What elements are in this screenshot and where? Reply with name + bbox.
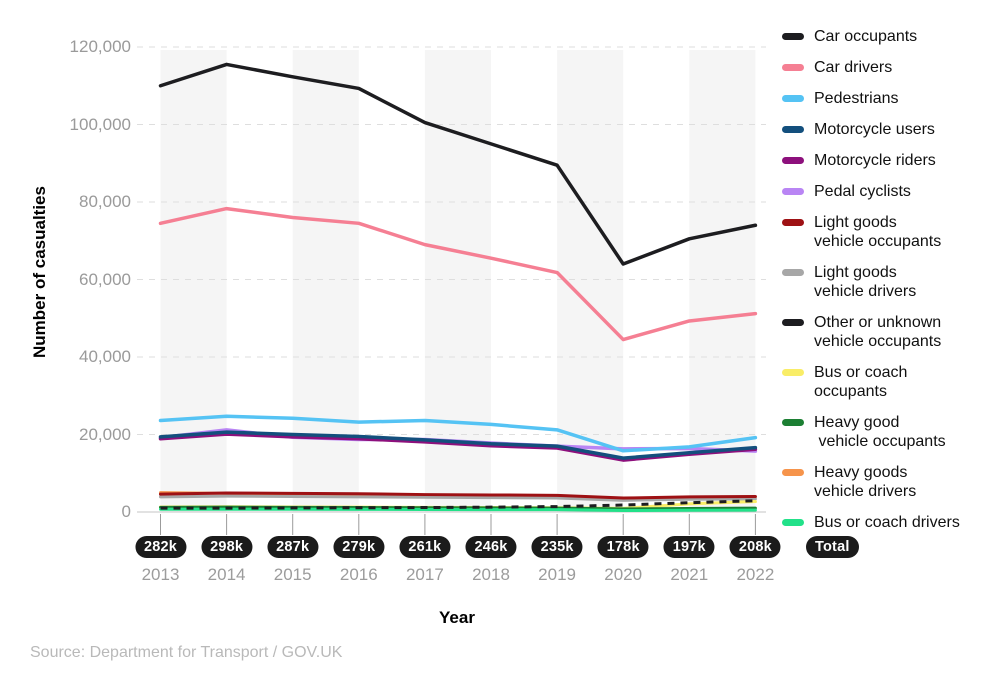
legend-swatch bbox=[782, 369, 804, 376]
legend-item-heavy-good-vehicle-occupants[interactable]: Heavy good vehicle occupants bbox=[782, 413, 998, 451]
legend-item-label: Car occupants bbox=[814, 28, 918, 45]
total-badge-2014: 298k bbox=[201, 536, 253, 558]
legend-swatch bbox=[782, 188, 804, 195]
legend-item-heavy-goods-vehicle-drivers[interactable]: Heavy goods vehicle drivers bbox=[782, 463, 998, 501]
total-badge-2020: 178k bbox=[597, 536, 649, 558]
x-axis-year-label: 2020 bbox=[604, 565, 643, 584]
total-badge-2018: 246k bbox=[465, 536, 517, 558]
series-line-car-occupants[interactable] bbox=[158, 62, 758, 266]
source-caption: Source: Department for Transport / GOV.U… bbox=[30, 644, 343, 661]
legend-item-label: Motorcycle users bbox=[814, 121, 935, 138]
total-badge-2017: 261k bbox=[399, 536, 451, 558]
legend-swatch bbox=[782, 33, 804, 40]
legend-swatch bbox=[782, 126, 804, 133]
legend-item-label: Bus or coach drivers bbox=[814, 514, 960, 531]
total-badge-2021: 197k bbox=[663, 536, 715, 558]
legend-item-bus-or-coach-drivers[interactable]: Bus or coach drivers bbox=[782, 513, 998, 532]
series-line-other-or-unknown-vehicle-occupants[interactable] bbox=[160, 499, 756, 510]
total-badge-2015: 287k bbox=[267, 536, 319, 558]
y-axis-tick-label: 120,000 bbox=[69, 37, 131, 56]
legend-item-label: Bus or coach occupants bbox=[814, 364, 908, 400]
legend-item-label: Motorcycle riders bbox=[814, 152, 936, 169]
y-axis-tick-label: 100,000 bbox=[69, 114, 131, 134]
series-line-light-goods-vehicle-drivers[interactable] bbox=[159, 494, 757, 502]
legend-item-pedal-cyclists[interactable]: Pedal cyclists bbox=[782, 182, 998, 201]
total-badge-2022: 208k bbox=[729, 536, 781, 558]
legend-item-car-drivers[interactable]: Car drivers bbox=[782, 58, 998, 77]
series-line-motorcycle-users[interactable] bbox=[158, 430, 758, 460]
total-badge-2016: 279k bbox=[333, 536, 385, 558]
x-axis-year-label: 2014 bbox=[207, 565, 246, 584]
x-axis-year-label: 2013 bbox=[141, 565, 180, 584]
total-badge-2013: 282k bbox=[134, 536, 187, 558]
legend-swatch bbox=[782, 469, 804, 476]
legend-swatch bbox=[782, 269, 804, 276]
legend-item-pedestrians[interactable]: Pedestrians bbox=[782, 89, 998, 108]
y-axis-tick-label: 20,000 bbox=[79, 424, 131, 444]
legend-item-motorcycle-riders[interactable]: Motorcycle riders bbox=[782, 151, 998, 170]
legend-item-label: Car drivers bbox=[814, 59, 893, 76]
y-axis-title: Number of casualties bbox=[30, 186, 49, 358]
x-axis-year-label: 2017 bbox=[405, 565, 444, 584]
x-axis-year-label: 2016 bbox=[339, 565, 378, 584]
legend-item-label: Light goods vehicle occupants bbox=[814, 214, 942, 250]
alternating-year-band bbox=[292, 50, 359, 512]
legend-item-label: Heavy good vehicle occupants bbox=[814, 414, 946, 450]
x-axis-year-label: 2021 bbox=[670, 565, 709, 584]
x-axis-year-label: 2015 bbox=[273, 565, 312, 584]
x-axis-year-label: 2018 bbox=[472, 565, 510, 584]
legend-swatch bbox=[782, 95, 804, 102]
x-axis-year-label: 2022 bbox=[736, 565, 775, 584]
legend-item-light-goods-vehicle-drivers[interactable]: Light goods vehicle drivers bbox=[782, 263, 998, 301]
series-line-light-goods-vehicle-occupants[interactable] bbox=[159, 491, 757, 500]
alternating-year-band bbox=[160, 50, 227, 512]
series-line-bus-or-coach-drivers[interactable] bbox=[159, 507, 757, 513]
legend-item-label: Heavy goods vehicle drivers bbox=[814, 464, 917, 500]
alternating-year-band bbox=[689, 50, 756, 512]
y-axis-tick-label: 60,000 bbox=[79, 269, 131, 289]
y-axis-tick-label: 0 bbox=[121, 502, 131, 521]
legend-swatch bbox=[782, 157, 804, 164]
legend-item-motorcycle-users[interactable]: Motorcycle users bbox=[782, 120, 998, 139]
legend-item-label: Pedestrians bbox=[814, 90, 899, 107]
series-line-car-drivers[interactable] bbox=[158, 206, 758, 342]
legend-item-light-goods-vehicle-occupants[interactable]: Light goods vehicle occupants bbox=[782, 213, 998, 251]
legend-item-other-or-unknown-vehicle-occupants[interactable]: Other or unknown vehicle occupants bbox=[782, 313, 998, 351]
legend-swatch bbox=[782, 219, 804, 226]
legend-item-label: Pedal cyclists bbox=[814, 183, 911, 200]
y-axis-tick-label: 80,000 bbox=[79, 192, 131, 211]
legend-swatch bbox=[782, 519, 804, 526]
legend-swatch bbox=[782, 319, 804, 326]
series-line-pedestrians[interactable] bbox=[158, 414, 758, 453]
legend-item-car-occupants[interactable]: Car occupants bbox=[782, 27, 998, 46]
legend-swatch bbox=[782, 64, 804, 71]
y-axis-tick-label: 40,000 bbox=[79, 347, 131, 366]
series-line-heavy-good-vehicle-occupants[interactable] bbox=[159, 505, 757, 511]
legend-item-bus-or-coach-occupants[interactable]: Bus or coach occupants bbox=[782, 363, 998, 401]
total-badge-2019: 235k bbox=[531, 536, 583, 558]
total-legend-badge: Total bbox=[806, 536, 859, 558]
x-axis-title: Year bbox=[439, 608, 475, 627]
x-axis-year-label: 2019 bbox=[538, 565, 577, 584]
legend-swatch bbox=[782, 419, 804, 426]
legend-item-label: Light goods vehicle drivers bbox=[814, 264, 917, 300]
legend-item-label: Other or unknown vehicle occupants bbox=[814, 314, 942, 350]
legend: Car occupants Car drivers Pedestrians Motor… bbox=[782, 27, 998, 532]
